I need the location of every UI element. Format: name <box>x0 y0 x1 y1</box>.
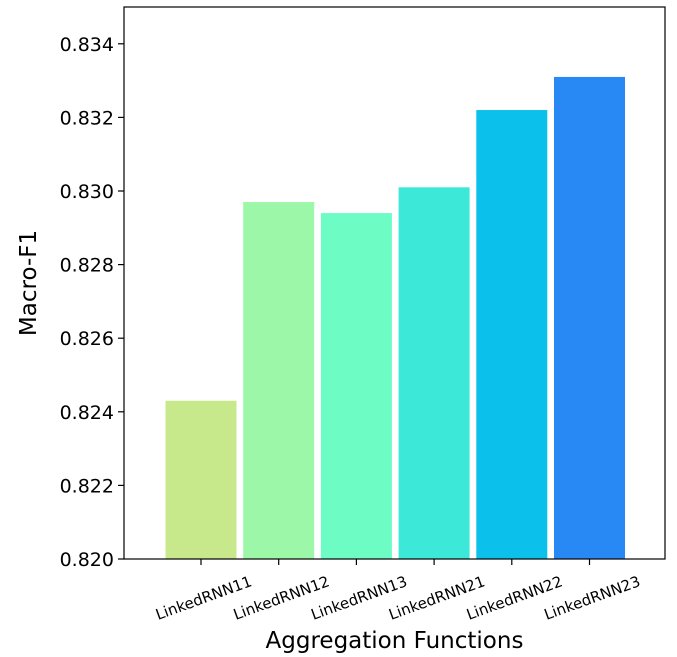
x-axis-ticks: LinkedRNN11LinkedRNN12LinkedRNN13LinkedR… <box>153 559 643 624</box>
y-tick-label: 0.830 <box>60 181 114 203</box>
y-tick-label: 0.834 <box>60 34 114 56</box>
y-tick-label: 0.820 <box>60 549 114 571</box>
y-tick-label: 0.828 <box>60 255 114 277</box>
y-tick-label: 0.824 <box>60 402 114 424</box>
bar-LinkedRNN23 <box>554 76 625 560</box>
bar-LinkedRNN13 <box>320 213 392 559</box>
bar-LinkedRNN21 <box>398 187 470 559</box>
bar-LinkedRNN12 <box>243 202 315 560</box>
bar-LinkedRNN22 <box>476 110 548 559</box>
axes-frame <box>123 6 666 560</box>
y-tick-label: 0.822 <box>60 475 114 497</box>
y-tick-label: 0.826 <box>60 328 114 350</box>
bars-group <box>165 76 625 560</box>
bar-LinkedRNN11 <box>165 400 237 559</box>
x-axis-label: Aggregation Functions <box>266 628 524 654</box>
y-axis-label: Macro-F1 <box>16 230 42 336</box>
y-tick-label: 0.832 <box>60 107 114 129</box>
y-axis-ticks: 0.820 0.822 0.824 0.826 0.828 0.830 0.832 0.834 <box>60 34 124 571</box>
